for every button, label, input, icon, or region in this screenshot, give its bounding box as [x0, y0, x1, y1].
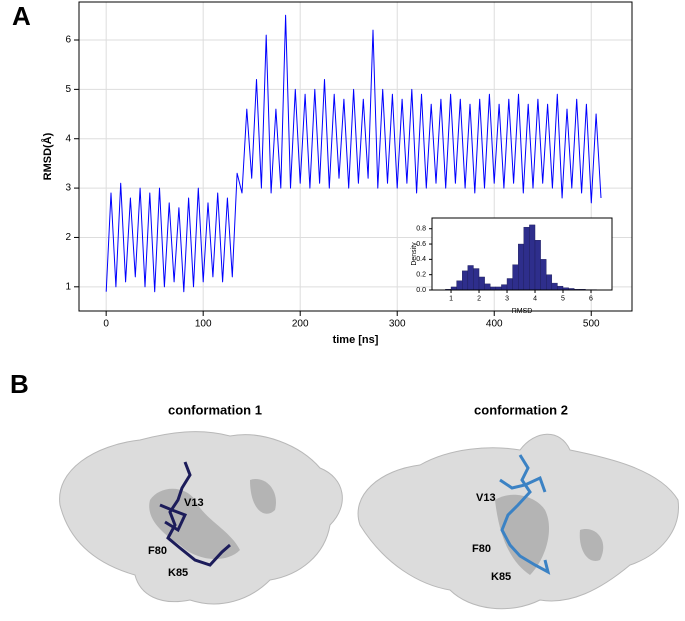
y-tick-label: 3	[65, 183, 71, 194]
hist-bar	[456, 280, 463, 291]
x-tick-label: 400	[486, 319, 503, 330]
x-tick-label: 500	[583, 319, 600, 330]
structure-title: conformation 1	[168, 402, 262, 417]
y-tick-label: 1	[65, 281, 71, 292]
y-axis-label: RMSD(Å)	[41, 132, 54, 180]
hist-bar	[529, 224, 536, 291]
x-tick-label: 1	[449, 295, 453, 302]
residue-label: V13	[476, 492, 496, 504]
hist-bar	[540, 259, 547, 291]
x-tick-label: 4	[533, 295, 537, 302]
chart: 0 100 200 300 400 500 1 2 3 4 5 6 time [ns] RMSD(Å)	[41, 1, 633, 346]
y-tick-label: 2	[65, 232, 71, 243]
surface-groove	[149, 488, 240, 560]
panel-label: B	[10, 369, 29, 399]
ligand-stick	[166, 461, 231, 567]
y-tick-label: 5	[65, 84, 71, 95]
hist-bar	[462, 270, 469, 291]
residue-label: K85	[491, 571, 511, 583]
structure-1: conformation 1 V13 F80 K85	[59, 402, 343, 605]
hist-bar	[523, 226, 530, 291]
x-tick-label: 3	[505, 295, 509, 302]
hist-bar	[546, 274, 553, 291]
y-tick-label: 0.6	[416, 241, 426, 248]
residue-label: F80	[148, 545, 167, 557]
hist-bar	[473, 268, 480, 291]
hist-bar	[506, 278, 513, 291]
plot-frame	[78, 1, 633, 312]
y-tick-label: 0.8	[416, 226, 426, 233]
y-tick-label: 4	[65, 133, 71, 144]
hist-bar	[512, 264, 519, 291]
hist-bar	[534, 240, 541, 291]
x-tick-label: 5	[561, 295, 565, 302]
panel-label: A	[12, 1, 31, 31]
surface-pocket	[250, 479, 276, 514]
x-tick-label: 100	[195, 319, 212, 330]
ligand-stick	[159, 503, 188, 533]
x-tick-label: 2	[477, 295, 481, 302]
x-axis-label: RMSD	[512, 308, 533, 315]
hist-bar	[467, 265, 474, 291]
y-axis-label: Density	[411, 242, 418, 266]
structure-title: conformation 2	[474, 402, 568, 417]
hist-bar	[501, 284, 508, 291]
hist-bar	[557, 285, 564, 291]
y-tick-label: 6	[65, 35, 71, 46]
rmsd-line	[105, 14, 602, 293]
x-tick-label: 0	[103, 319, 109, 330]
x-axis-label: time [ns]	[333, 334, 379, 346]
y-tick-label: 0.2	[416, 272, 426, 279]
plot-frame	[431, 217, 613, 291]
y-tick-label: 0.4	[416, 256, 426, 263]
ligand-stick	[500, 454, 551, 575]
hist-bar	[551, 282, 558, 291]
residue-label: V13	[184, 497, 204, 509]
hist-bar	[518, 243, 525, 291]
ligand-stick	[499, 475, 547, 493]
chart: 1 2 3 4 5 6 0.0 0.2 0.4 0.6 0.8 RMSD Density	[411, 217, 613, 315]
x-tick-label: 300	[389, 319, 406, 330]
surface-pocket	[579, 529, 604, 561]
hist-bar	[478, 276, 485, 291]
x-tick-label: 6	[589, 295, 593, 302]
residue-label: K85	[168, 567, 188, 579]
residue-label: F80	[472, 543, 491, 555]
x-tick-label: 200	[292, 319, 309, 330]
y-tick-label: 0.0	[416, 287, 426, 294]
hist-bar	[484, 283, 491, 291]
structure-2: conformation 2 V13 F80 K85	[357, 402, 679, 610]
